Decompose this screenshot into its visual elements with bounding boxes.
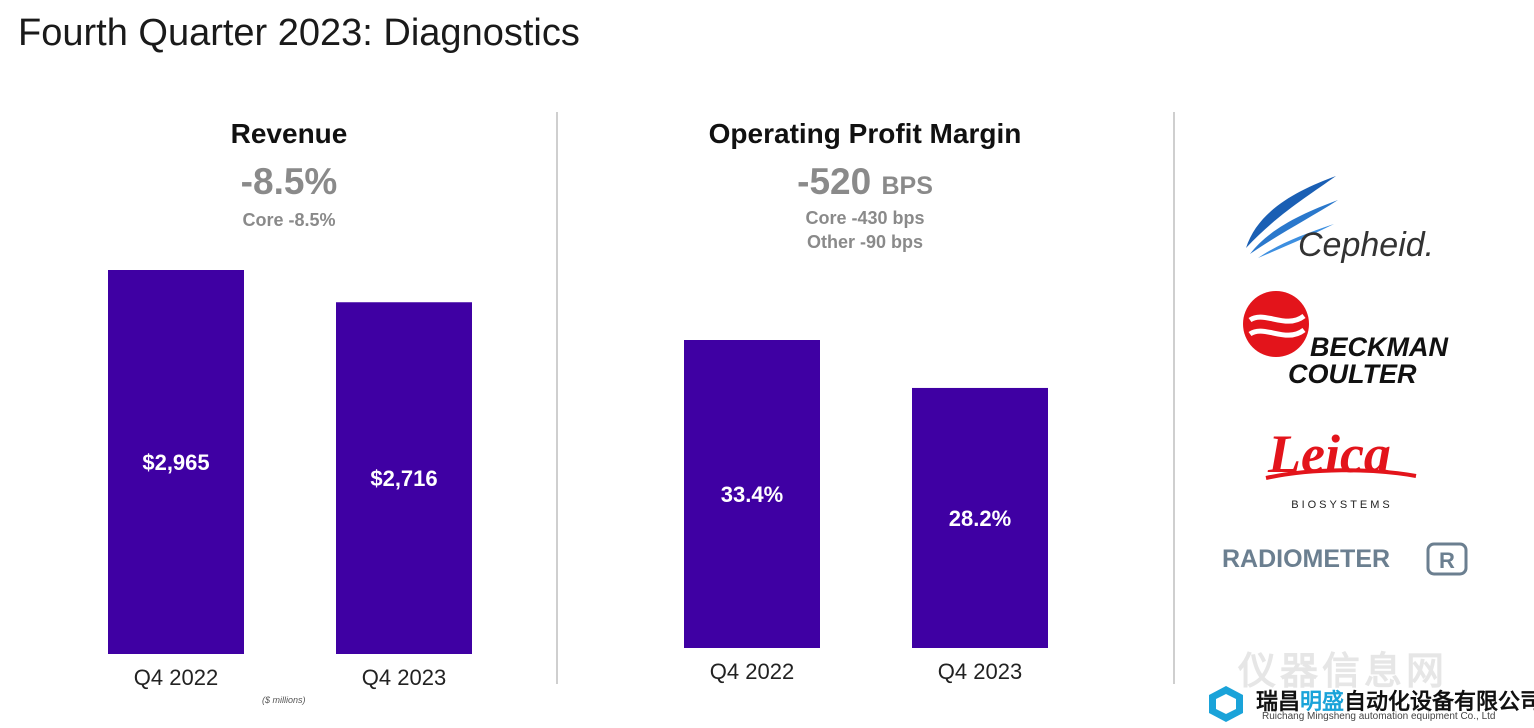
beckman-mark-icon: BECKMAN COULTER bbox=[1243, 291, 1448, 389]
margin-category-label-1: Q4 2022 bbox=[710, 659, 794, 684]
margin-bar-label-2: 28.2% bbox=[949, 506, 1011, 531]
radiometer-mark-icon: RADIOMETER R bbox=[1222, 542, 1468, 576]
revenue-bar-label-2: $2,716 bbox=[370, 466, 437, 491]
company-logo-icon bbox=[1209, 686, 1243, 722]
cepheid-logo-text: Cepheid. bbox=[1298, 226, 1434, 264]
revenue-bar-1 bbox=[108, 270, 244, 654]
revenue-category-label-1: Q4 2022 bbox=[134, 665, 218, 690]
leica-mark-icon: Leica BIOSYSTEMS bbox=[1265, 424, 1417, 511]
watermark-company: 瑞昌明盛自动化设备有限公司 bbox=[1256, 684, 1534, 716]
revenue-title: Revenue bbox=[230, 118, 348, 149]
margin-change-unit: BPS bbox=[881, 172, 933, 200]
radiometer-r-mark: R bbox=[1439, 548, 1455, 573]
margin-bar-chart: 33.4% Q4 2022 28.2% Q4 2023 bbox=[684, 340, 1048, 684]
watermark-company-c: 自动化设备有限公司 bbox=[1344, 689, 1534, 714]
revenue-bar-2 bbox=[336, 302, 472, 654]
revenue-change: -8.5% bbox=[240, 161, 338, 202]
watermark-site: 仪器信息网 bbox=[1238, 651, 1449, 693]
page-title: Fourth Quarter 2023: Diagnostics bbox=[18, 12, 580, 54]
leica-biosystems-logo: Leica BIOSYSTEMS bbox=[1262, 414, 1422, 514]
margin-bar-label-1: 33.4% bbox=[721, 482, 783, 507]
revenue-category-label-2: Q4 2023 bbox=[362, 665, 446, 690]
margin-category-label-2: Q4 2023 bbox=[938, 659, 1022, 684]
leica-sub-text: BIOSYSTEMS bbox=[1291, 499, 1393, 511]
revenue-core-change: Core -8.5% bbox=[242, 210, 336, 230]
revenue-bar-label-1: $2,965 bbox=[142, 450, 209, 475]
watermark-company-b: 明盛 bbox=[1300, 689, 1345, 714]
radiometer-logo: RADIOMETER R bbox=[1222, 540, 1472, 580]
margin-change: -520 BPS bbox=[636, 162, 1094, 206]
radiometer-logo-text: RADIOMETER bbox=[1222, 545, 1390, 573]
beckman-logo-text: BECKMAN bbox=[1310, 332, 1448, 362]
watermark-company-english: Ruichang Mingsheng automation equipment … bbox=[1262, 711, 1496, 722]
units-footnote: ($ millions) bbox=[262, 695, 306, 705]
margin-change-value: -520 bbox=[797, 161, 872, 202]
revenue-bar-chart: $2,965 Q4 2022 $2,716 Q4 2023 bbox=[108, 270, 472, 690]
margin-other-change: Other -90 bps bbox=[806, 232, 924, 252]
margin-bar-1 bbox=[684, 340, 820, 648]
cepheid-logo: Cepheid. bbox=[1238, 170, 1468, 270]
panel-divider-left bbox=[556, 112, 558, 684]
margin-panel: Operating Profit Margin -520 BPS Core -4… bbox=[636, 112, 1094, 702]
margin-core-change: Core -430 bps bbox=[805, 208, 925, 228]
cepheid-mark-icon: Cepheid. bbox=[1246, 176, 1434, 264]
beckman-coulter-logo: BECKMAN COULTER bbox=[1240, 290, 1460, 390]
margin-title: Operating Profit Margin bbox=[708, 118, 1022, 149]
watermark-company-a: 瑞昌 bbox=[1256, 689, 1301, 714]
margin-bar-2 bbox=[912, 387, 1048, 648]
revenue-panel: Revenue -8.5% Core -8.5% $2,965 Q4 2022 $2… bbox=[60, 112, 518, 702]
panel-divider-right bbox=[1173, 112, 1175, 684]
coulter-logo-text: COULTER bbox=[1288, 359, 1417, 389]
